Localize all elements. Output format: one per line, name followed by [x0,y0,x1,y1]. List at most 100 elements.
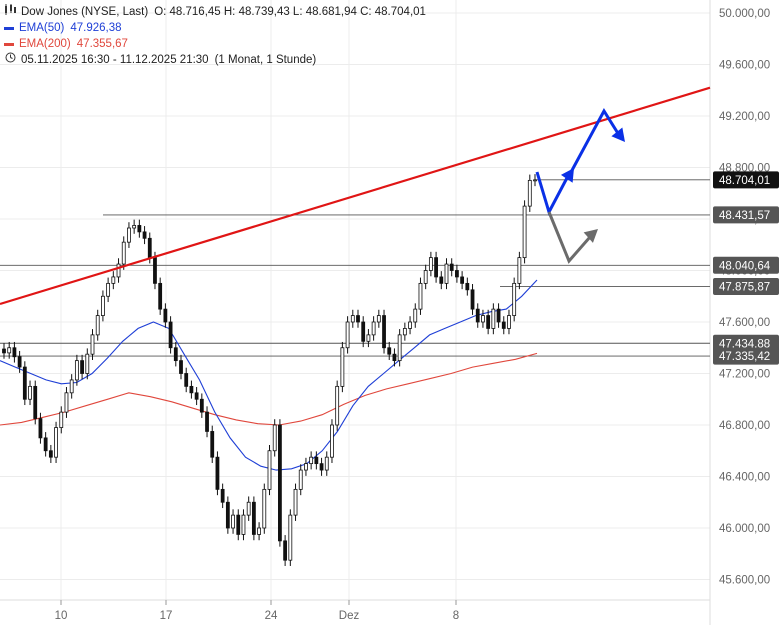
candle-body [241,514,246,535]
candle-body [460,276,465,284]
candle-body [465,282,470,291]
candle-body [22,366,27,400]
level-tag-box [713,334,779,352]
y-tick-label: 49.600,00 [719,60,770,72]
level-tag-text: 47.875,87 [719,281,770,293]
y-tick-label: 45.600,00 [719,575,770,587]
candle-body [153,257,157,284]
candle-body [496,308,501,323]
candle-body [267,450,272,490]
legend-ohlc: O: 48.716,45 H: 48.739,43 L: 48.681,94 C… [154,6,426,18]
candle-body [491,308,496,329]
level-tag-box [713,256,779,274]
candle-body [54,427,58,458]
ema50-value: 47.926,38 [70,22,122,34]
candle-body [127,227,131,243]
candle-body [392,353,397,362]
candle-body [220,488,225,503]
candle-body [330,424,334,458]
last-price-tag-box [713,171,779,189]
candle-body [33,385,38,419]
resistance-trendline [0,86,711,306]
ema50-label: EMA(50) [19,22,65,34]
candle-body [116,263,121,278]
ema200-line [0,352,538,426]
clock-icon [4,52,16,68]
level-tag-text: 48.040,64 [719,260,771,272]
forecast-arrowhead-down [611,127,625,142]
last-price-tag-text: 48.704,01 [719,175,770,187]
level-tag-text: 48.431,57 [719,210,770,222]
legend-ema200-row[interactable]: EMA(200) 47.355,67 [4,36,426,52]
candle-body [486,315,491,329]
level-tag-text: 47.434,88 [719,338,770,350]
candle-body [262,488,267,529]
candle-body [236,514,241,535]
y-tick-label: 49.200,00 [719,111,770,123]
level-tag-box [713,347,779,365]
y-tick-label: 50.000,00 [719,8,770,20]
chart-legend: Dow Jones (NYSE, Last) O: 48.716,45 H: 4… [4,4,426,68]
price-tags: 48.431,57 48.040,64 47.875,87 47.434,8847.3… [713,171,779,365]
candle-body [257,527,261,535]
candle-body [7,347,12,354]
candle-body [80,360,84,374]
candle-body [512,282,517,316]
legend-title: Dow Jones (NYSE, Last) [21,6,149,18]
candle-body [147,237,152,259]
level-tag-box [713,206,779,224]
legend-interval: (1 Monat, 1 Stunde) [214,54,317,66]
y-axis: 50.000,0049.600,0049.200,0048.800,0048.4… [719,8,770,587]
candle-body [439,276,444,284]
candle-body [17,356,22,368]
candle-body [481,315,485,323]
ema200-swatch [4,42,14,46]
candle-body [304,463,308,471]
candle-body [382,315,386,349]
candle-body [324,456,329,471]
candle-body [215,456,220,490]
forecast-path-peak [568,108,621,175]
legend-title-row: Dow Jones (NYSE, Last) O: 48.716,45 H: 4… [4,4,426,20]
level-tag-text: 47.335,42 [719,351,770,363]
candle-body [225,501,230,529]
candle-body [132,225,137,229]
y-tick-label: 46.000,00 [719,523,770,535]
candle-body [142,231,147,239]
candle-body [85,353,90,374]
candle-body [48,450,53,458]
x-tick-label: 8 [453,610,459,622]
candle-body [121,241,126,265]
candle-body [163,308,168,323]
level-tag-box [713,277,779,295]
candle-series [2,174,537,566]
candle-body [74,360,79,381]
candle-body [64,392,69,413]
candle-body [184,373,189,387]
horizontal-levels [0,179,710,357]
candle-body [423,270,428,284]
candle-body [210,431,215,458]
y-tick-label: 46.800,00 [719,420,770,432]
forecast-path-up [535,171,570,216]
candle-body [449,263,454,271]
y-tick-label: 46.400,00 [719,472,770,484]
candle-body [59,411,64,428]
candle-body [189,385,194,394]
candle-body [533,179,537,182]
ema200-label: EMA(200) [19,38,71,50]
candle-body [199,398,204,413]
candle-body [205,411,209,432]
candle-body [527,179,532,207]
candle-body [28,385,32,400]
candle-body [95,315,100,336]
x-tick-label: 24 [265,610,278,622]
candle-body [428,257,433,271]
x-tick-label: 17 [160,610,173,622]
legend-ema50-row[interactable]: EMA(50) 47.926,38 [4,20,426,36]
candle-body [475,308,480,323]
forecast-path-alt [547,211,592,264]
candles-icon [4,4,16,20]
candle-body [345,321,350,349]
